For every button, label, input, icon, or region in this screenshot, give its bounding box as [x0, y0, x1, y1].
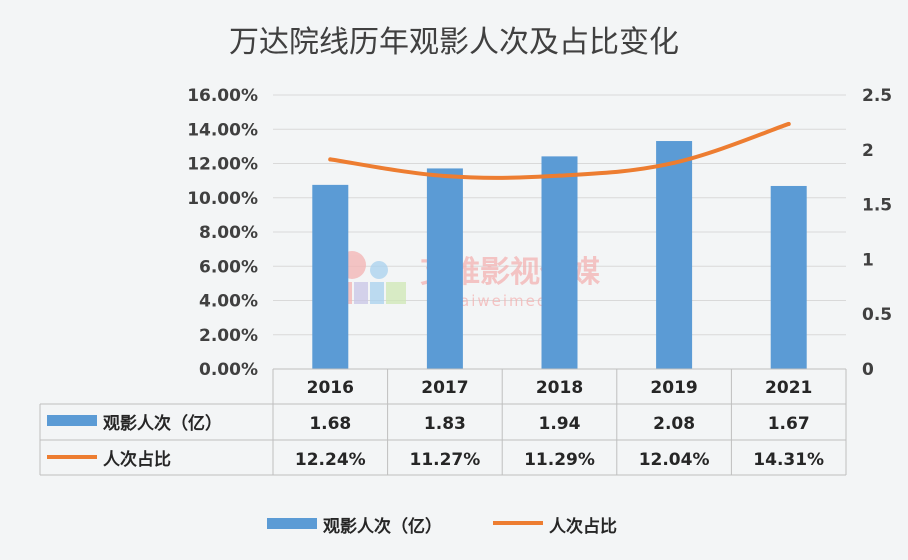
table-cell-line-value: 12.04% [639, 450, 710, 470]
right-axis-tick-label: 1 [862, 250, 874, 270]
watermark-logo-bar-blue [370, 282, 384, 304]
right-axis-tick-label: 1.5 [862, 196, 892, 216]
table-row-label-bar: 观影人次（亿） [102, 413, 222, 434]
left-axis-tick-label: 16.00% [187, 86, 258, 106]
left-axis-tick-label: 8.00% [199, 223, 258, 243]
table-row-key-bar [47, 415, 97, 426]
right-axis-tick-label: 2.5 [862, 86, 892, 106]
table-row-label-line: 人次占比 [103, 449, 171, 470]
right-axis-tick-label: 0 [862, 360, 874, 380]
left-axis-tick-label: 4.00% [199, 292, 258, 312]
watermark-logo-bar-green [386, 282, 406, 304]
left-axis-tick-label: 0.00% [199, 360, 258, 380]
chart-title: 万达院线历年观影人次及占比变化 [229, 25, 679, 60]
left-axis-tick-label: 10.00% [187, 189, 258, 209]
right-axis-ticks: 0 0.5 1 1.5 2 2.5 [862, 86, 892, 380]
table-cell-bar-value: 1.83 [424, 414, 466, 434]
line-point [786, 121, 791, 126]
table-cell-bar-value: 1.67 [768, 414, 810, 434]
legend: 观影人次（亿） 人次占比 [267, 516, 617, 537]
x-axis-category-label: 2021 [765, 378, 812, 398]
bar [541, 156, 578, 369]
right-axis-tick-label: 2 [862, 141, 874, 161]
line-point [557, 173, 562, 178]
x-axis-category-label: 2018 [536, 378, 583, 398]
legend-label-bar: 观影人次（亿） [322, 516, 442, 537]
bar [770, 185, 807, 369]
table-cell-bar-value: 2.08 [653, 414, 695, 434]
x-axis-category-label: 2017 [421, 378, 468, 398]
table-cell-line-value: 11.29% [524, 450, 595, 470]
bar [312, 184, 349, 369]
table-cell-line-value: 14.31% [753, 450, 824, 470]
watermark-logo-bar-purple [354, 282, 368, 304]
watermark-subtext: aiweimedia [460, 292, 566, 310]
right-axis-tick-label: 0.5 [862, 305, 892, 325]
left-axis-ticks: 0.00% 2.00% 4.00% 6.00% 8.00% 10.00% 12.00% 14.… [187, 86, 258, 380]
data-table: 2016 1.68 12.24% 2017 1.83 11.27% 2018 1.94 11.2… [39, 368, 847, 476]
watermark-logo-circle-blue [370, 261, 388, 279]
x-axis-category-label: 2016 [307, 378, 354, 398]
left-axis-tick-label: 14.00% [187, 120, 258, 140]
table-cell-bar-value: 1.94 [539, 414, 581, 434]
table-cell-line-value: 11.27% [409, 450, 480, 470]
line-point [672, 160, 677, 165]
legend-key-bar [267, 518, 317, 529]
bar [426, 168, 463, 369]
line-point [442, 174, 447, 179]
left-axis-tick-label: 2.00% [199, 326, 258, 346]
legend-label-line: 人次占比 [549, 516, 617, 537]
bar-series [312, 141, 807, 369]
table-cell-line-value: 12.24% [295, 450, 366, 470]
line-series [328, 121, 791, 180]
table-cell-bar-value: 1.68 [309, 414, 351, 434]
left-axis-tick-label: 12.00% [187, 155, 258, 175]
left-axis-tick-label: 6.00% [199, 257, 258, 277]
bar [656, 141, 693, 369]
line-point [328, 157, 333, 162]
x-axis-category-label: 2019 [650, 378, 697, 398]
